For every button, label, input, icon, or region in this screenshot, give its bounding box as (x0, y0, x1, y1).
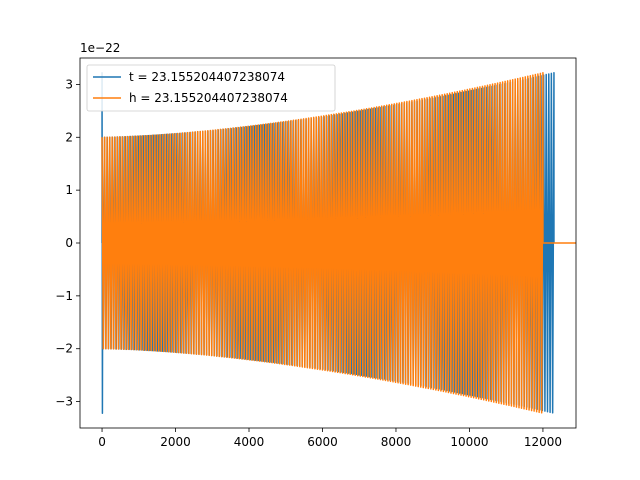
y-tick-label: −1 (55, 289, 73, 303)
y-tick-label: −2 (55, 342, 73, 356)
y-tick-label: 3 (65, 77, 73, 91)
y-tick-label: −3 (55, 395, 73, 409)
y-axis: −3 −2 −1 0 1 2 3 (55, 77, 80, 409)
x-tick-label: 10000 (450, 435, 488, 449)
x-tick-label: 4000 (234, 435, 265, 449)
y-tick-label: 0 (65, 236, 73, 250)
legend-label-t: t = 23.155204407238074 (129, 70, 285, 84)
x-tick-label: 2000 (160, 435, 191, 449)
x-tick-label: 0 (98, 435, 106, 449)
y-tick-label: 2 (65, 130, 73, 144)
x-tick-label: 6000 (307, 435, 338, 449)
series-layer (101, 72, 576, 414)
legend-label-h: h = 23.155204407238074 (129, 91, 288, 105)
x-tick-label: 8000 (381, 435, 412, 449)
x-tick-label: 12000 (524, 435, 562, 449)
legend-box (86, 64, 336, 112)
y-offset-label: 1e−22 (80, 41, 120, 55)
series-line-h (101, 72, 576, 414)
legend: t = 23.155204407238074 h = 23.1552044072… (86, 64, 336, 112)
y-tick-label: 1 (65, 183, 73, 197)
x-axis: 0 2000 4000 6000 8000 10000 12000 (98, 428, 562, 449)
